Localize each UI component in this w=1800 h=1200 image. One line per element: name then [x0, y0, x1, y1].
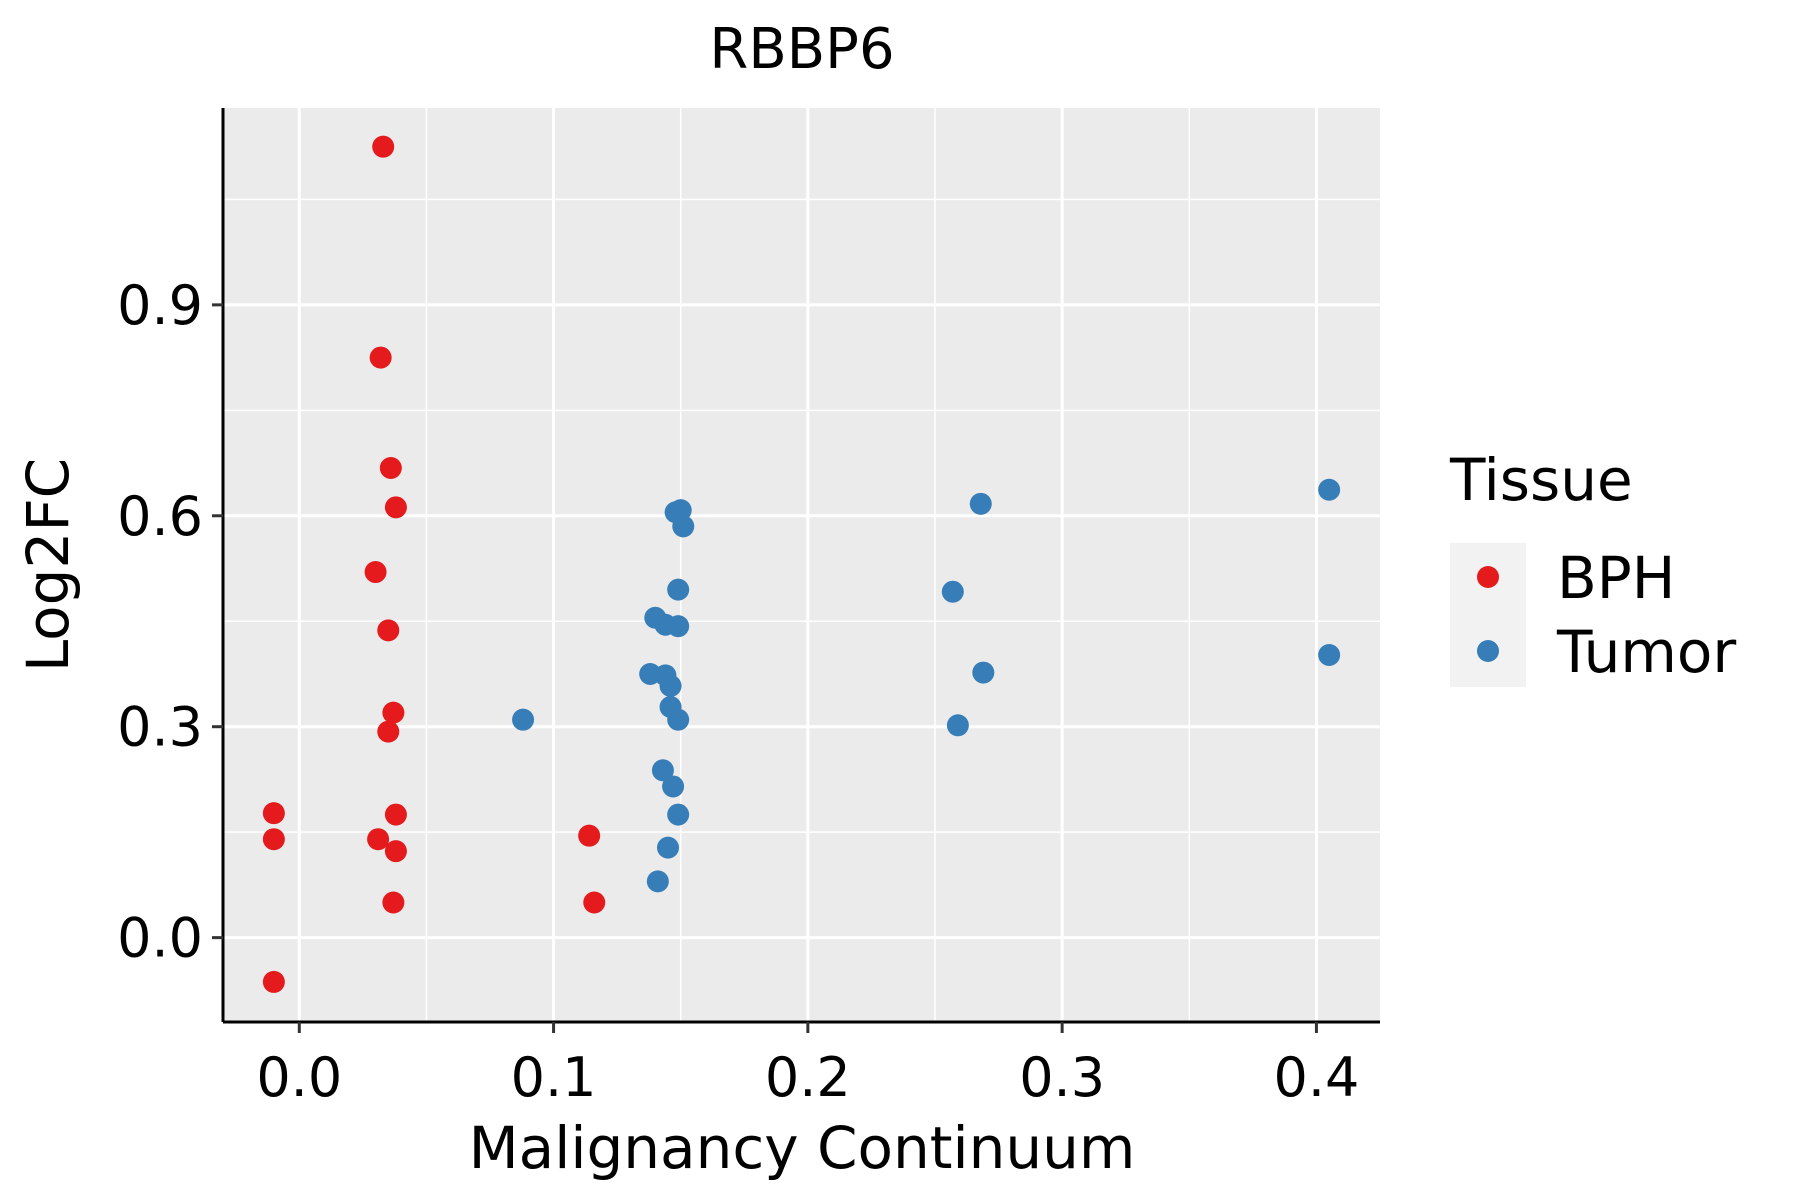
- point-bph: [384, 496, 407, 519]
- point-tumor: [941, 580, 964, 603]
- point-bph: [583, 891, 606, 914]
- grid-minor: [223, 108, 1380, 1022]
- point-bph: [262, 802, 285, 825]
- y-tick-label: 0.9: [117, 274, 203, 337]
- x-axis-title: Malignancy Continuum: [469, 1114, 1136, 1182]
- point-bph: [382, 701, 405, 724]
- y-axis-title: Log2FC: [14, 458, 82, 672]
- point-bph: [262, 970, 285, 993]
- point-bph: [372, 135, 395, 158]
- point-tumor: [646, 870, 669, 893]
- point-bph: [379, 456, 402, 479]
- point-bph: [367, 828, 390, 851]
- point-tumor: [667, 708, 690, 731]
- legend-label-bph: BPH: [1557, 544, 1675, 612]
- point-tumor: [659, 674, 682, 697]
- y-tick-label: 0.0: [117, 907, 203, 970]
- point-bph: [377, 619, 400, 642]
- point-tumor: [651, 759, 674, 782]
- x-tick-label: 0.4: [1273, 1046, 1359, 1109]
- point-tumor: [667, 578, 690, 601]
- plot-background: [223, 108, 1380, 1022]
- point-tumor: [1318, 643, 1341, 666]
- point-tumor: [667, 803, 690, 826]
- point-tumor: [969, 492, 992, 515]
- point-bph: [384, 840, 407, 863]
- point-tumor: [1318, 478, 1341, 501]
- point-bph: [384, 803, 407, 826]
- legend-key-background: [1450, 543, 1526, 687]
- point-tumor: [672, 515, 695, 538]
- x-tick-label: 0.0: [256, 1046, 342, 1109]
- y-tick-label: 0.3: [117, 696, 203, 759]
- x-tick-label: 0.1: [511, 1046, 597, 1109]
- chart-title: RBBP6: [709, 17, 894, 82]
- point-bph: [382, 891, 405, 914]
- point-bph: [578, 824, 601, 847]
- grid-major: [223, 108, 1380, 1022]
- point-tumor: [946, 714, 969, 737]
- series-tumor: [512, 478, 1341, 893]
- legend-title: Tissue: [1449, 446, 1633, 514]
- series-bph: [262, 135, 606, 993]
- legend-key-bph: [1477, 566, 1499, 588]
- legend-label-tumor: Tumor: [1556, 618, 1736, 686]
- point-tumor: [662, 775, 685, 798]
- plot-area: [221, 108, 1380, 1024]
- point-tumor: [972, 661, 995, 684]
- point-bph: [262, 828, 285, 851]
- legend-key-tumor: [1477, 640, 1499, 662]
- point-bph: [377, 720, 400, 743]
- point-bph: [369, 346, 392, 369]
- y-tick-label: 0.6: [117, 485, 203, 548]
- y-axis-ticks: 0.0 0.3 0.6 0.9: [117, 274, 223, 970]
- x-tick-label: 0.2: [765, 1046, 851, 1109]
- point-tumor: [657, 836, 679, 859]
- point-bph: [364, 561, 387, 584]
- x-axis-ticks: 0.0 0.1 0.2 0.3 0.4: [256, 1022, 1359, 1109]
- point-tumor: [512, 708, 535, 731]
- x-tick-label: 0.3: [1019, 1046, 1105, 1109]
- point-tumor: [667, 615, 690, 638]
